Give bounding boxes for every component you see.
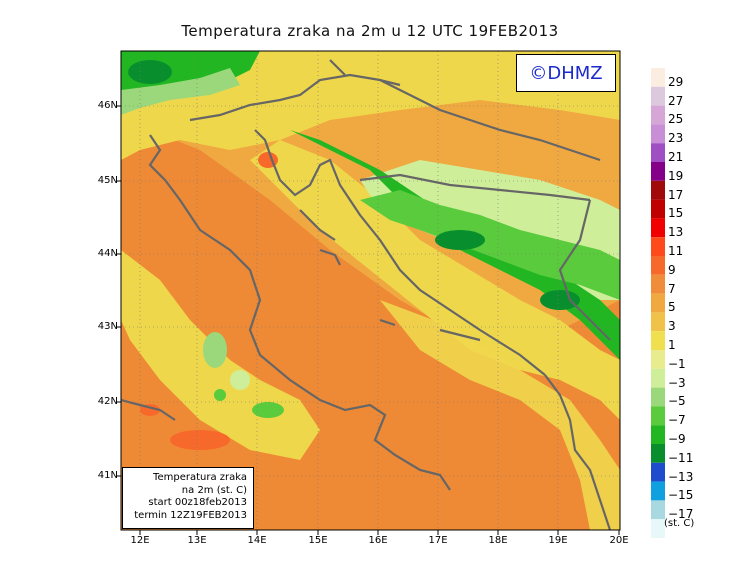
colorbar-swatch bbox=[651, 387, 665, 407]
colorbar-label: −9 bbox=[668, 432, 686, 446]
colorbar-swatch bbox=[651, 256, 665, 275]
dhmz-logo: ©DHMZ bbox=[516, 54, 616, 92]
colorbar-swatch bbox=[651, 519, 665, 538]
info-line-units: na 2m (st. C) bbox=[181, 484, 247, 496]
colorbar-label: 29 bbox=[668, 74, 684, 89]
colorbar-swatch bbox=[651, 274, 665, 294]
colorbar-swatch bbox=[651, 124, 665, 144]
colorbar-label: 15 bbox=[668, 206, 684, 221]
colorbar-swatch bbox=[651, 425, 665, 444]
colorbar-label: 17 bbox=[668, 187, 684, 202]
lon-label-18e: 18E bbox=[488, 535, 508, 546]
colorbar-label: −5 bbox=[668, 394, 686, 409]
lon-label-15e: 15E bbox=[308, 535, 328, 546]
lon-label-13e: 13E bbox=[187, 535, 207, 546]
colorbar-label: 21 bbox=[668, 150, 684, 164]
colorbar-swatch bbox=[651, 312, 665, 332]
lon-label-16e: 16E bbox=[368, 535, 388, 546]
colorbar-swatch bbox=[651, 462, 665, 482]
colorbar-swatch bbox=[651, 237, 665, 256]
lon-label-17e: 17E bbox=[428, 535, 448, 546]
colorbar-label: 27 bbox=[668, 93, 684, 108]
colorbar-label: 23 bbox=[668, 131, 684, 146]
legend-info-box: Temperatura zraka na 2m (st. C) start 00… bbox=[122, 467, 254, 529]
lon-label-20e: 20E bbox=[609, 535, 629, 546]
colorbar-unit: (st. C) bbox=[664, 518, 695, 529]
colorbar-swatch bbox=[651, 162, 665, 181]
colorbar-label: −17 bbox=[668, 507, 694, 522]
tick-marks bbox=[116, 105, 620, 535]
info-line-start: start 00z18feb2013 bbox=[148, 497, 247, 508]
lon-label-12e: 12E bbox=[130, 535, 150, 546]
colorbar-label: 25 bbox=[668, 112, 684, 127]
colorbar-label: −13 bbox=[668, 469, 694, 484]
colorbar-swatch bbox=[651, 368, 665, 388]
colorbar-swatch bbox=[651, 331, 665, 350]
colorbar-label: 11 bbox=[668, 244, 684, 258]
colorbar-label: 3 bbox=[668, 319, 676, 334]
colorbar-swatch bbox=[651, 143, 665, 162]
colorbar-swatch bbox=[651, 105, 665, 125]
colorbar-swatch bbox=[651, 68, 665, 87]
lon-label-14e: 14E bbox=[247, 535, 267, 546]
info-line-termin: termin 12Z19FEB2013 bbox=[134, 509, 247, 521]
colorbar-swatch bbox=[651, 444, 665, 463]
lat-label-41n: 41N bbox=[97, 470, 118, 481]
colorbar-label: 13 bbox=[668, 225, 684, 240]
colorbar-swatch bbox=[651, 218, 665, 238]
colorbar-label: −15 bbox=[668, 488, 694, 503]
colorbar-swatch bbox=[651, 500, 665, 520]
colorbar-label: 5 bbox=[668, 300, 676, 315]
colorbar-label: −11 bbox=[668, 450, 694, 465]
colorbar-swatch bbox=[651, 350, 665, 369]
lat-label-42n: 42N bbox=[97, 396, 118, 407]
info-line-variable: Temperatura zraka bbox=[153, 472, 247, 483]
colorbar-label: −3 bbox=[668, 375, 686, 390]
lat-label-45n: 45N bbox=[97, 175, 118, 186]
lat-label-44n: 44N bbox=[97, 248, 118, 259]
colorbar-label: −1 bbox=[668, 356, 686, 371]
lat-label-46n: 46N bbox=[97, 100, 118, 111]
temperature-field bbox=[121, 51, 620, 530]
colorbar bbox=[651, 68, 665, 538]
lon-label-19e: 19E bbox=[548, 535, 568, 546]
colorbar-label: 9 bbox=[668, 262, 676, 277]
colorbar-swatch bbox=[651, 199, 665, 219]
colorbar-swatch bbox=[651, 86, 665, 106]
colorbar-swatch bbox=[651, 293, 665, 313]
colorbar-swatch bbox=[651, 406, 665, 426]
map-frame bbox=[120, 50, 621, 531]
colorbar-label: 1 bbox=[668, 338, 676, 352]
colorbar-label: 7 bbox=[668, 281, 676, 296]
coastline-lines bbox=[121, 59, 612, 530]
colorbar-swatch bbox=[651, 481, 665, 501]
colorbar-swatch bbox=[651, 180, 665, 200]
map-title: Temperatura zraka na 2m u 12 UTC 19FEB20… bbox=[181, 22, 559, 40]
lat-label-43n: 43N bbox=[97, 321, 118, 332]
colorbar-label: −7 bbox=[668, 413, 686, 428]
colorbar-label: 19 bbox=[668, 168, 684, 183]
